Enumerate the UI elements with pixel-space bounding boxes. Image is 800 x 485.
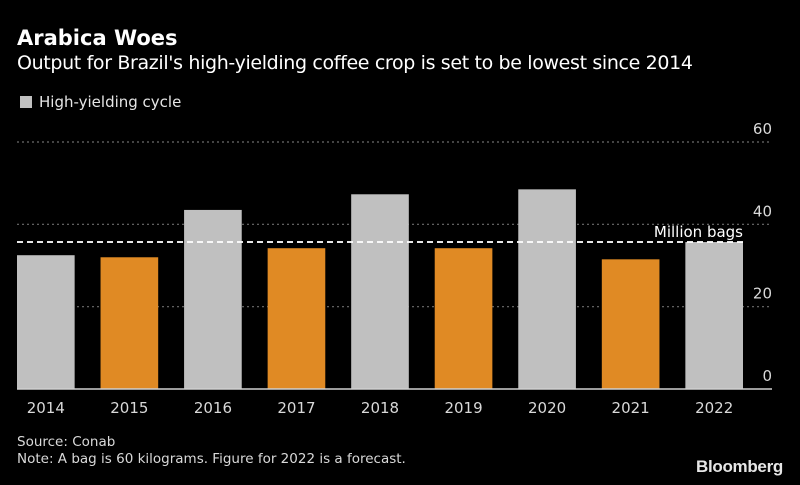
chart-subtitle: Output for Brazil's high-yielding coffee…	[17, 52, 693, 74]
x-tick-label: 2019	[444, 399, 482, 417]
y-tick-label: 0	[762, 367, 772, 385]
note-text: Note: A bag is 60 kilograms. Figure for …	[17, 451, 406, 467]
footer: Source: Conab Note: A bag is 60 kilogram…	[17, 434, 406, 468]
bar-2021	[601, 259, 660, 389]
x-tick-label: 2020	[528, 399, 566, 417]
bar-2022	[685, 242, 743, 389]
bar-2018	[351, 194, 409, 389]
y-tick-label: 20	[753, 285, 772, 303]
source-text: Source: Conab	[17, 434, 116, 450]
axes: 0 20 40 60 2014 2015 2016 2017 2018 2019 2020 2021 2…	[17, 120, 772, 417]
x-tick-label: 2015	[110, 399, 148, 417]
bar-2017	[267, 248, 326, 389]
legend-label-high-yielding: High-yielding cycle	[39, 93, 182, 111]
bar-2019	[434, 248, 493, 389]
legend-swatch-high-yielding	[20, 96, 32, 108]
x-tick-label: 2016	[194, 399, 232, 417]
x-tick-label: 2018	[361, 399, 399, 417]
bar-2016	[184, 209, 242, 389]
y-tick-label: 60	[753, 120, 772, 138]
x-tick-label: 2017	[277, 399, 315, 417]
legend: High-yielding cycle	[20, 93, 181, 111]
reference-line-group: Million bags	[17, 223, 743, 244]
x-tick-label: 2021	[612, 399, 650, 417]
x-tick-label: 2022	[695, 399, 733, 417]
bar-2020	[518, 189, 576, 389]
bar-2014	[17, 255, 75, 389]
x-tick-label: 2014	[27, 399, 65, 417]
bars	[17, 189, 743, 389]
bar-2015	[100, 257, 159, 389]
unit-label: Million bags	[654, 223, 743, 241]
y-tick-label: 40	[753, 202, 772, 220]
bloomberg-logo: Bloomberg	[695, 457, 783, 476]
chart-title: Arabica Woes	[17, 26, 178, 50]
